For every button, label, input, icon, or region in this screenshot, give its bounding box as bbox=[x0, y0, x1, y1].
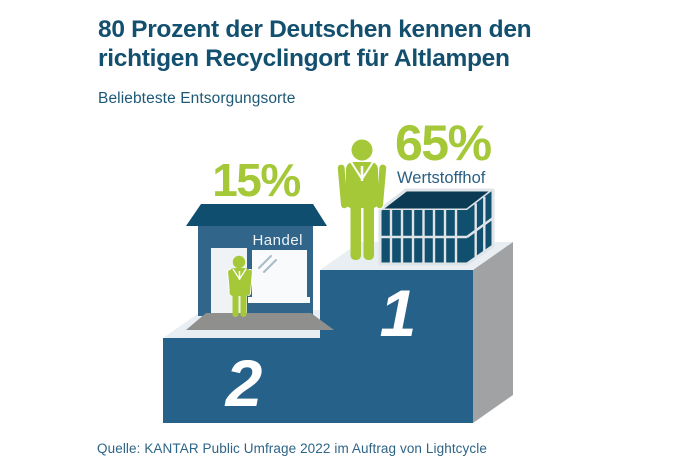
store-window-sill bbox=[248, 297, 310, 303]
retail-store-icon: Handel bbox=[186, 204, 327, 316]
person-torso bbox=[229, 268, 250, 296]
rank-1-number: 1 bbox=[380, 276, 415, 350]
person-torso bbox=[346, 162, 378, 208]
page-title-line-1: 80 Prozent der Deutschen kennen den bbox=[98, 16, 532, 43]
person-head bbox=[351, 139, 373, 161]
rank-1-value-label: 65% bbox=[395, 115, 492, 171]
rank-2-value-label: 15% bbox=[212, 154, 300, 206]
podium-step-1 bbox=[320, 242, 513, 423]
page-subtitle: Beliebteste Entsorgungsorte bbox=[98, 90, 296, 107]
person-leg-left bbox=[350, 198, 361, 260]
container-side-grid bbox=[466, 196, 494, 258]
sidewalk bbox=[186, 313, 334, 330]
person-leg-left bbox=[232, 290, 239, 317]
store-name-label: Handel bbox=[252, 232, 303, 249]
rank-2-number: 2 bbox=[224, 346, 263, 420]
podium-step-2-front bbox=[163, 338, 320, 423]
rank-1-location-label: Wertstoffhof bbox=[397, 169, 486, 187]
store-window bbox=[252, 250, 307, 297]
person-head bbox=[232, 255, 246, 269]
window-glare-lines bbox=[258, 255, 277, 273]
source-caption: Quelle: KANTAR Public Umfrage 2022 im Au… bbox=[97, 441, 487, 456]
page-title-line-2: richtigen Recyclingort für Altlampen bbox=[98, 45, 510, 73]
container-outline bbox=[378, 188, 495, 266]
podium-step-1-side bbox=[473, 242, 513, 423]
person-leg-right bbox=[240, 290, 247, 317]
podium-step-1-front bbox=[320, 270, 473, 423]
lattice-container-icon bbox=[378, 188, 495, 266]
person-leg-right bbox=[363, 198, 374, 260]
page-title: 80 Prozent der Deutschen kennen den rich… bbox=[98, 15, 532, 73]
person-handel-icon bbox=[227, 255, 253, 317]
person-wertstoffhof-icon bbox=[336, 139, 388, 260]
container-front-grid bbox=[380, 210, 467, 264]
store-roof bbox=[186, 204, 327, 226]
